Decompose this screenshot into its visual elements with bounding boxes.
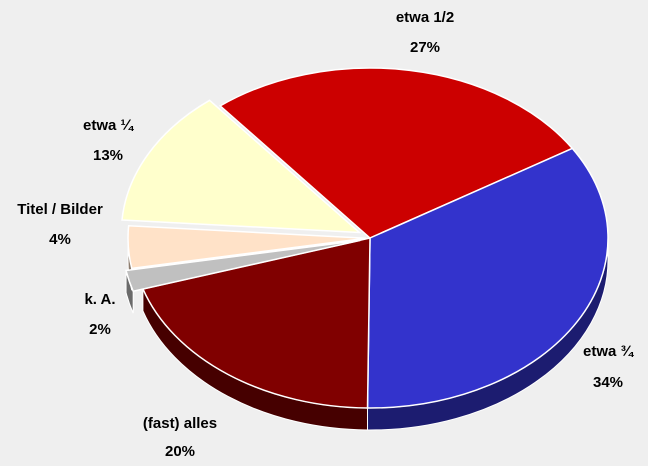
slice-label: k. A. <box>84 291 115 308</box>
slice-label: (fast) alles <box>143 415 217 432</box>
slice <box>125 239 361 293</box>
value-label: 2% <box>89 321 111 338</box>
slice <box>218 67 574 239</box>
value-label: 4% <box>49 231 71 248</box>
slice-label: etwa ¾ <box>583 343 635 360</box>
slice <box>141 237 371 409</box>
value-label: 34% <box>593 374 623 391</box>
value-label: 13% <box>93 147 123 164</box>
slice-label: Titel / Bilder <box>17 201 103 218</box>
slice <box>127 224 367 270</box>
slice-label: etwa ¼ <box>83 117 135 134</box>
slice <box>366 147 609 409</box>
value-label: 20% <box>165 443 195 460</box>
slice <box>121 99 362 234</box>
slice-label: etwa 1/2 <box>396 9 454 26</box>
value-label: 27% <box>410 39 440 56</box>
